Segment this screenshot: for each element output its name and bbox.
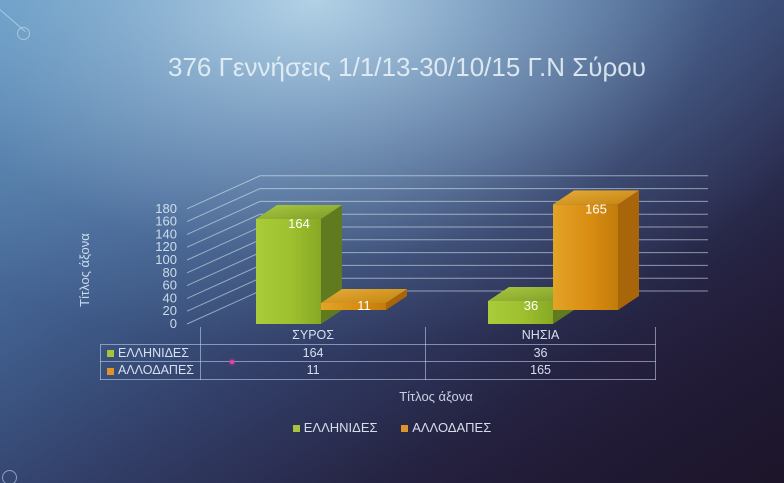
svg-text:60: 60 [163, 278, 177, 293]
svg-text:40: 40 [163, 290, 177, 305]
svg-text:120: 120 [155, 239, 177, 254]
svg-text:140: 140 [155, 226, 177, 241]
svg-text:36: 36 [524, 298, 538, 313]
svg-text:180: 180 [155, 201, 177, 216]
svg-text:80: 80 [163, 265, 177, 280]
svg-text:164: 164 [288, 216, 310, 231]
svg-text:100: 100 [155, 252, 177, 267]
svg-text:20: 20 [163, 303, 177, 318]
svg-text:165: 165 [585, 201, 607, 216]
svg-text:11: 11 [357, 298, 371, 313]
svg-text:160: 160 [155, 214, 177, 229]
